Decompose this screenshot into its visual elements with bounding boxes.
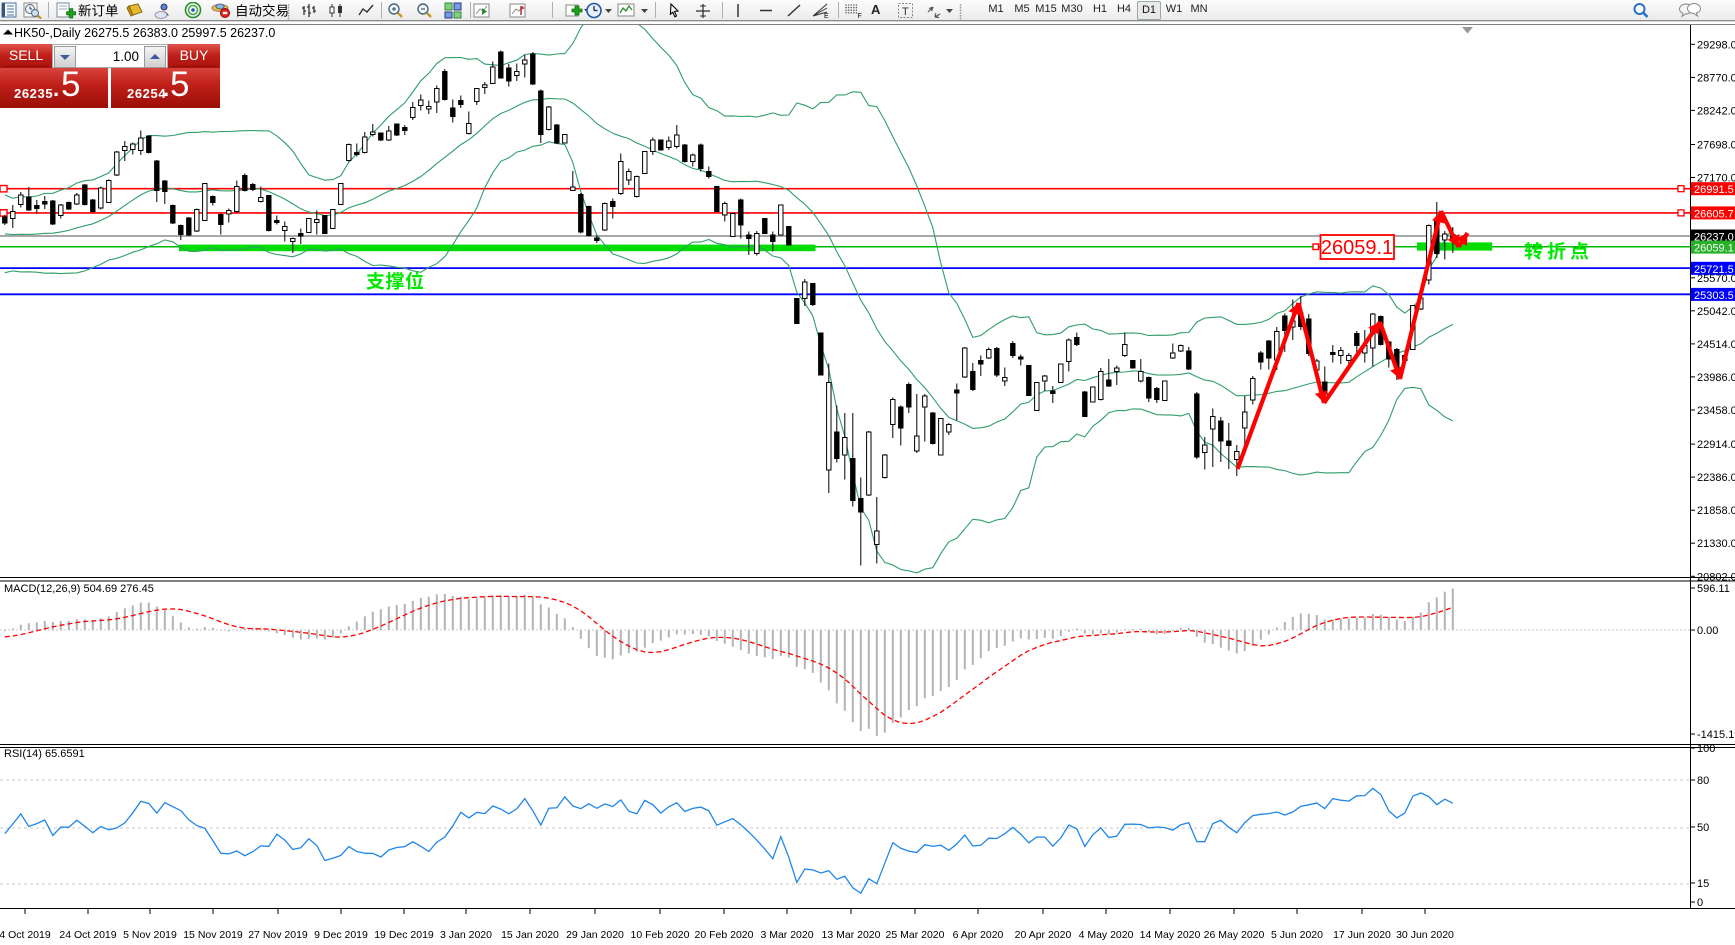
svg-text:4 Oct 2019: 4 Oct 2019	[0, 929, 51, 941]
svg-text:19 Dec 2019: 19 Dec 2019	[374, 929, 434, 941]
svg-text:F: F	[858, 13, 862, 19]
svg-text:22386.0: 22386.0	[1697, 472, 1735, 484]
svg-text:23458.0: 23458.0	[1697, 405, 1735, 417]
svg-text:26 May 2020: 26 May 2020	[1204, 929, 1265, 941]
svg-text:4 May 2020: 4 May 2020	[1079, 929, 1134, 941]
svg-text:23986.0: 23986.0	[1697, 372, 1735, 384]
svg-text:596.11: 596.11	[1697, 583, 1730, 595]
svg-text:-1415.19: -1415.19	[1697, 729, 1735, 741]
svg-text:20 Apr 2020: 20 Apr 2020	[1015, 929, 1072, 941]
svg-text:20802.0: 20802.0	[1697, 571, 1735, 583]
svg-text:0: 0	[1697, 897, 1703, 909]
svg-text:25 Mar 2020: 25 Mar 2020	[886, 929, 945, 941]
svg-text:25721.5: 25721.5	[1694, 264, 1734, 276]
svg-text:25303.5: 25303.5	[1694, 290, 1734, 302]
svg-text:22914.0: 22914.0	[1697, 439, 1735, 451]
svg-text:50: 50	[1697, 822, 1709, 834]
svg-text:26605.7: 26605.7	[1694, 208, 1734, 220]
svg-text:E: E	[824, 13, 829, 19]
svg-text:6 Apr 2020: 6 Apr 2020	[953, 929, 1004, 941]
svg-text:29 Jan 2020: 29 Jan 2020	[566, 929, 624, 941]
svg-text:14 May 2020: 14 May 2020	[1140, 929, 1201, 941]
svg-text:24514.0: 24514.0	[1697, 339, 1735, 351]
svg-text:25042.0: 25042.0	[1697, 306, 1735, 318]
svg-text:10 Feb 2020: 10 Feb 2020	[631, 929, 690, 941]
svg-text:80: 80	[1697, 775, 1709, 787]
svg-text:9 Dec 2019: 9 Dec 2019	[314, 929, 368, 941]
svg-text:28770.0: 28770.0	[1697, 72, 1735, 84]
svg-text:20 Feb 2020: 20 Feb 2020	[695, 929, 754, 941]
svg-text:5 Nov 2019: 5 Nov 2019	[123, 929, 177, 941]
svg-text:29298.0: 29298.0	[1697, 39, 1735, 51]
svg-text:MACD(12,26,9) 504.69 276.45: MACD(12,26,9) 504.69 276.45	[4, 583, 154, 595]
svg-text:0.00: 0.00	[1697, 625, 1718, 637]
svg-text:T: T	[902, 6, 909, 18]
svg-text:100: 100	[1697, 743, 1715, 755]
svg-text:28242.0: 28242.0	[1697, 105, 1735, 117]
svg-text:21858.0: 21858.0	[1697, 505, 1735, 517]
svg-text:26237.0: 26237.0	[1694, 232, 1734, 244]
svg-text:24 Oct 2019: 24 Oct 2019	[59, 929, 116, 941]
svg-text:26991.5: 26991.5	[1694, 184, 1734, 196]
svg-text:21330.0: 21330.0	[1697, 538, 1735, 550]
svg-text:5 Jun 2020: 5 Jun 2020	[1271, 929, 1323, 941]
svg-text:15 Jan 2020: 15 Jan 2020	[501, 929, 559, 941]
svg-text:27 Nov 2019: 27 Nov 2019	[248, 929, 308, 941]
svg-text:3 Mar 2020: 3 Mar 2020	[760, 929, 813, 941]
svg-text:15: 15	[1697, 878, 1709, 890]
svg-text:RSI(14) 65.6591: RSI(14) 65.6591	[4, 748, 85, 760]
svg-text:17 Jun 2020: 17 Jun 2020	[1333, 929, 1391, 941]
svg-text:HK50-,Daily 26275.5 26383.0 2: HK50-,Daily 26275.5 26383.0 25997.5 2623…	[14, 26, 275, 40]
svg-text:30 Jun 2020: 30 Jun 2020	[1396, 929, 1454, 941]
svg-text:3 Jan 2020: 3 Jan 2020	[440, 929, 492, 941]
svg-text:26059.1: 26059.1	[1694, 243, 1734, 255]
svg-text:27698.0: 27698.0	[1697, 140, 1735, 152]
svg-text:27170.0: 27170.0	[1697, 173, 1735, 185]
svg-text:25570.0: 25570.0	[1697, 273, 1735, 285]
svg-text:26059.1: 26059.1	[1321, 237, 1393, 259]
svg-text:13 Mar 2020: 13 Mar 2020	[822, 929, 881, 941]
svg-text:15 Nov 2019: 15 Nov 2019	[183, 929, 243, 941]
